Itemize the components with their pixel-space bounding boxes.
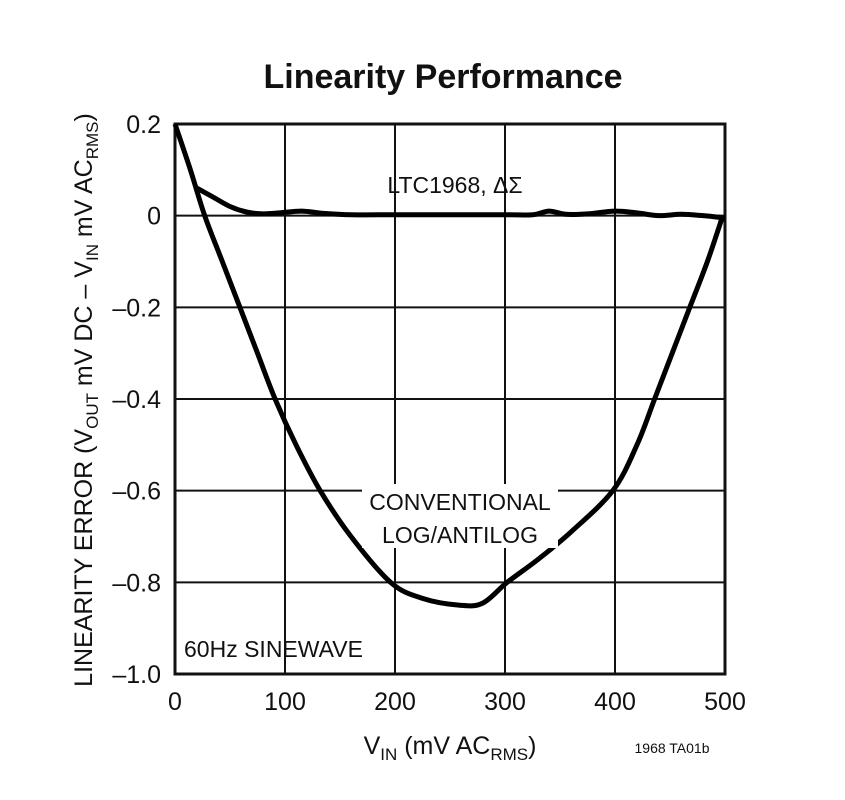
x-tick-label: 100 (264, 688, 306, 716)
x-tick-label: 500 (704, 688, 746, 716)
x-tick-label: 0 (168, 688, 182, 716)
series-line-1 (172, 123, 726, 609)
y-tick-label: –0.4 (112, 386, 161, 414)
figure-id: 1968 TA01b (635, 740, 710, 756)
x-tick-label: 400 (594, 688, 636, 716)
chart-title: Linearity Performance (263, 58, 622, 96)
y-tick-label: –0.2 (112, 294, 161, 322)
y-tick-label: –0.8 (112, 569, 161, 597)
y-tick-label: –1.0 (112, 661, 161, 689)
y-tick-label: 0 (147, 203, 161, 231)
annotation-bg (362, 484, 558, 548)
series-line-0 (195, 185, 726, 221)
annotation-log-antilog: LOG/ANTILOG (382, 522, 538, 548)
x-axis-label: VIN (mV ACRMS) (364, 732, 537, 764)
x-tick-label: 200 (374, 688, 416, 716)
y-axis-label: LINEARITY ERROR (VOUT mV DC – VIN mV ACR… (70, 113, 102, 687)
y-tick-label: –0.6 (112, 478, 161, 506)
annotation-sinewave: 60Hz SINEWAVE (184, 636, 363, 662)
annotation-ltc1968: LTC1968, ΔΣ (387, 172, 522, 198)
plot-frame (173, 122, 727, 676)
annotation-conventional: CONVENTIONAL (369, 489, 551, 515)
x-tick-label: 300 (484, 688, 526, 716)
y-tick-label: 0.2 (126, 111, 161, 139)
